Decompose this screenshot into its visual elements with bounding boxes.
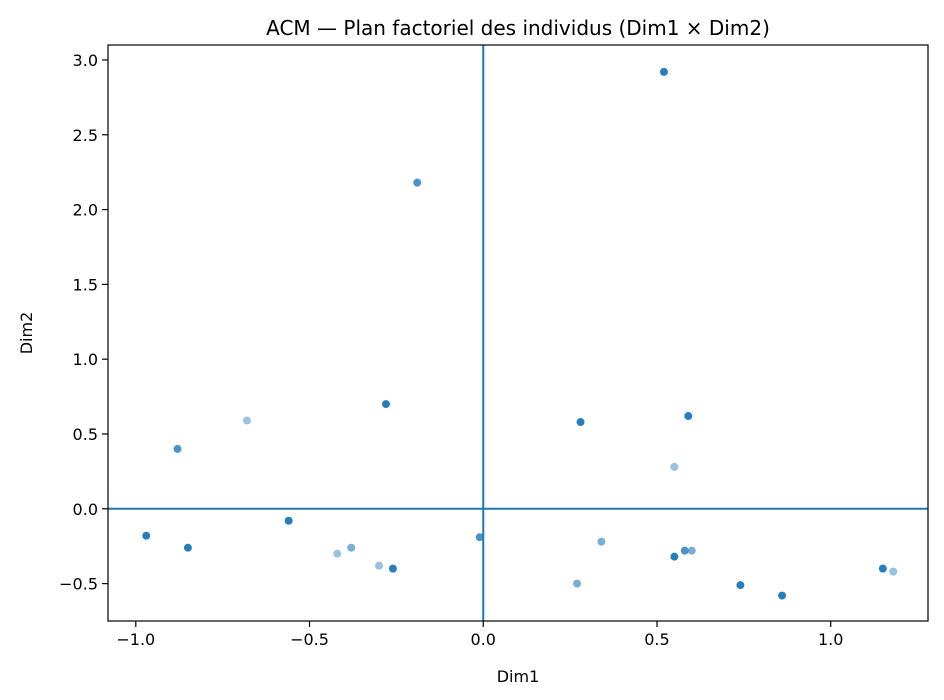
data-point	[670, 552, 679, 561]
y-tick-label: 3.0	[73, 51, 98, 70]
data-point	[687, 546, 696, 555]
chart-title: ACM — Plan factoriel des individus (Dim1…	[266, 16, 770, 40]
y-tick-label: 0.5	[73, 425, 98, 444]
x-tick-label: 0.0	[471, 630, 496, 649]
data-point	[142, 531, 151, 540]
data-point	[736, 581, 745, 590]
x-tick-label: −0.5	[290, 630, 329, 649]
data-point	[375, 561, 384, 570]
data-point	[333, 549, 342, 558]
y-tick-label: −0.5	[59, 575, 98, 594]
x-tick-label: −1.0	[116, 630, 155, 649]
data-point	[670, 462, 679, 471]
plot-frame	[107, 44, 929, 622]
y-tick-label: 1.0	[73, 350, 98, 369]
data-point	[183, 543, 192, 552]
data-point	[680, 546, 689, 555]
data-point	[173, 444, 182, 453]
y-axis-label: Dim2	[17, 312, 36, 355]
y-tick-label: 2.5	[73, 126, 98, 145]
data-point	[576, 418, 585, 427]
data-point	[381, 400, 390, 409]
data-point	[889, 567, 898, 576]
data-point	[475, 533, 484, 542]
data-point	[878, 564, 887, 573]
data-point	[347, 543, 356, 552]
x-tick-label: 0.5	[644, 630, 669, 649]
data-point	[242, 416, 251, 425]
axis-ticks: −1.0 −0.5 0.0 0.5 1.0 −0.5 0.0 0.5 1.0 1.5 2.0 2.5 3…	[59, 51, 843, 649]
data-point	[413, 178, 422, 187]
y-tick-label: 1.5	[73, 275, 98, 294]
data-points	[142, 67, 898, 600]
data-point	[659, 67, 668, 76]
plot-area	[108, 45, 928, 621]
data-point	[684, 412, 693, 421]
y-tick-label: 2.0	[73, 201, 98, 220]
data-point	[778, 591, 787, 600]
data-point	[388, 564, 397, 573]
data-point	[573, 579, 582, 588]
y-tick-label: 0.0	[73, 500, 98, 519]
data-point	[597, 537, 606, 546]
x-tick-label: 1.0	[818, 630, 843, 649]
data-point	[284, 516, 293, 525]
x-axis-label: Dim1	[497, 667, 540, 686]
